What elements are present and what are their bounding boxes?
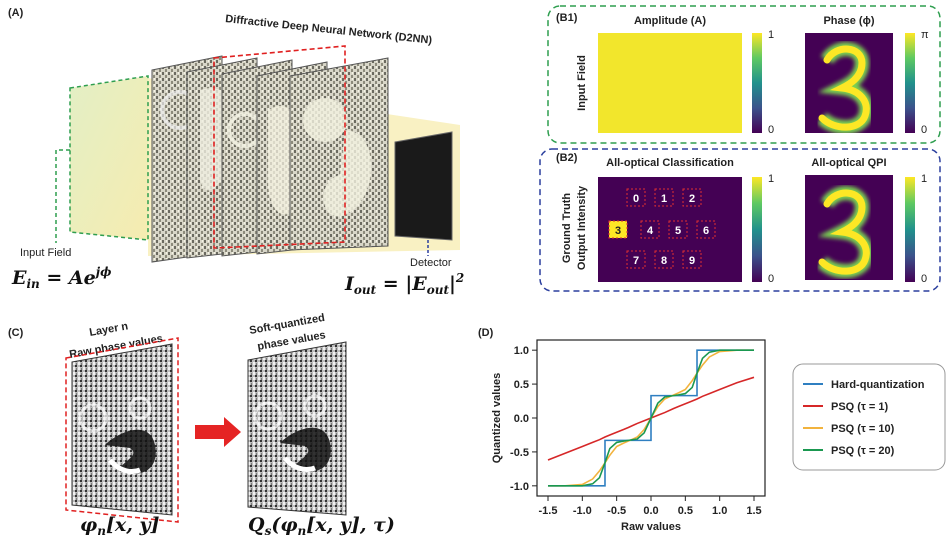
colorbar-label: 1 — [768, 173, 774, 185]
x-tick-label: 1.5 — [746, 505, 761, 517]
line-chart: -1.5 -1.0 -0.5 0.0 0.5 1.0 1.5 -1.0 -0.5 0.0 0.5 1.… — [491, 340, 945, 533]
digit-label: 7 — [633, 255, 639, 267]
layers — [152, 46, 388, 262]
colorbar-label: 0 — [768, 273, 774, 285]
qpi-image — [805, 175, 893, 280]
panel-label: (A) — [8, 7, 24, 19]
digit-label: 8 — [661, 255, 667, 267]
colorbar — [905, 177, 915, 282]
layer-title: Layer n — [88, 320, 129, 339]
digit-label: 5 — [675, 225, 681, 237]
digit-label: 1 — [661, 193, 667, 205]
digit-label: 0 — [633, 193, 639, 205]
panel-label: (C) — [8, 327, 24, 339]
colorbar-label: 1 — [921, 173, 927, 185]
amplitude-image — [598, 33, 742, 133]
digit-label: 6 — [703, 225, 709, 237]
colorbar-label: 0 — [921, 124, 927, 136]
x-axis-label: Raw values — [621, 521, 681, 533]
legend-label: PSQ (τ = 1) — [831, 401, 889, 413]
panel-label: (B2) — [556, 152, 578, 164]
equation: Iout = |Eout|2 — [344, 271, 464, 297]
x-tick-label: 0.0 — [643, 505, 658, 517]
series-line — [548, 350, 754, 486]
colorbar-label: π — [921, 29, 929, 41]
y-tick-label: -1.0 — [510, 481, 529, 493]
image-title: Amplitude (A) — [634, 15, 706, 27]
digit-label: 2 — [689, 193, 695, 205]
image-title: Phase (ϕ) — [823, 15, 874, 27]
panel-label: (B1) — [556, 12, 578, 24]
legend-label: PSQ (τ = 10) — [831, 423, 895, 435]
legend-label: PSQ (τ = 20) — [831, 445, 895, 457]
digit-label: 9 — [689, 255, 695, 267]
x-tick-label: -1.0 — [573, 505, 592, 517]
colorbar-label: 0 — [768, 124, 774, 136]
equation: Qs(φn[x, y], τ) — [248, 514, 395, 538]
x-tick-label: -0.5 — [607, 505, 626, 517]
row-label: Output Intensity — [576, 185, 588, 270]
y-tick-label: 0.5 — [514, 379, 529, 391]
row-label: Ground Truth — [561, 193, 573, 264]
image-title: All-optical Classification — [606, 157, 734, 169]
input-label: Input Field — [20, 247, 71, 259]
x-tick-label: 1.0 — [712, 505, 727, 517]
panel-label: (D) — [478, 327, 494, 339]
digit-label: 3 — [615, 225, 621, 237]
input-field — [70, 76, 148, 240]
phase-image — [805, 33, 893, 133]
y-tick-label: 0.0 — [514, 413, 529, 425]
colorbar-label: 1 — [768, 29, 774, 41]
colorbar — [905, 33, 915, 133]
y-axis-label: Quantized values — [491, 373, 503, 463]
x-tick-label: 0.5 — [678, 505, 693, 517]
colorbar — [752, 177, 762, 282]
detector — [395, 132, 452, 240]
equation: φn[x, y] — [80, 514, 160, 538]
colorbar — [752, 33, 762, 133]
figure: (A) Diffractive Deep Neural Network (D2N… — [0, 0, 948, 539]
colorbar-label: 0 — [921, 273, 927, 285]
digit-label: 4 — [647, 225, 654, 237]
y-tick-label: -0.5 — [510, 447, 529, 459]
arrow — [195, 417, 241, 447]
detector-label: Detector — [410, 257, 452, 269]
legend-label: Hard-quantization — [831, 379, 925, 391]
y-tick-label: 1.0 — [514, 345, 529, 357]
panel-title: Diffractive Deep Neural Network (D2NN) — [225, 13, 433, 47]
leader — [56, 150, 70, 243]
row-label: Input Field — [576, 55, 588, 111]
x-tick-label: -1.5 — [539, 505, 558, 517]
equation: Ein = Aejϕ — [11, 265, 112, 291]
image-title: All-optical QPI — [811, 157, 886, 169]
